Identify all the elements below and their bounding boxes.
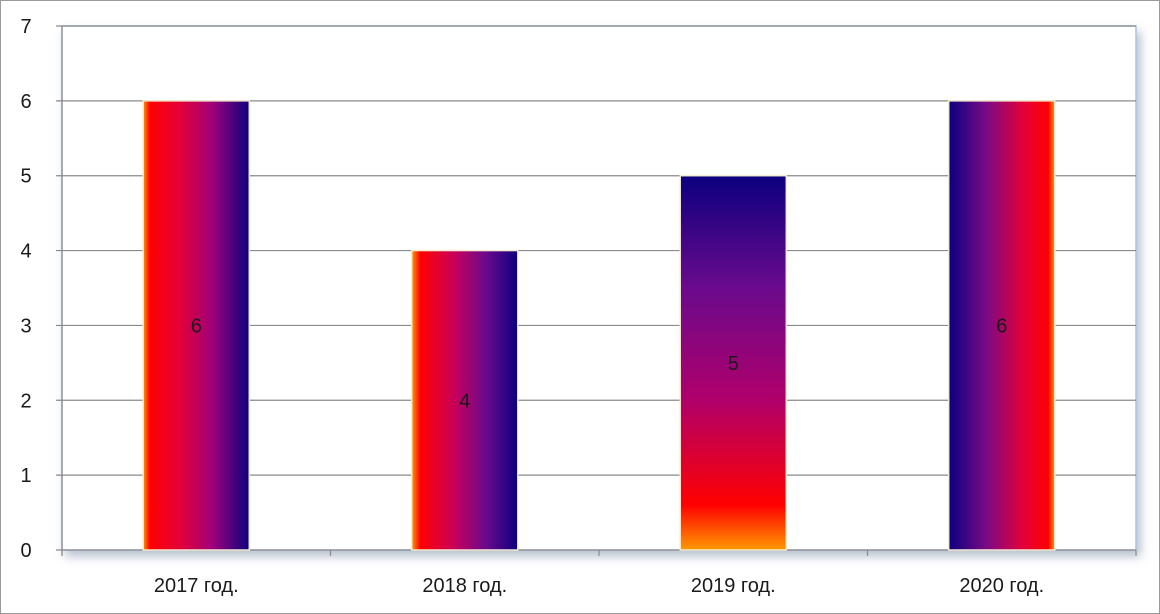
bars (142, 100, 1056, 551)
y-tick-labels: 0 1 2 3 4 5 6 7 (20, 16, 31, 562)
y-tick-label: 4 (20, 241, 31, 263)
y-tick-label: 1 (20, 465, 31, 487)
data-labels: 6 4 5 6 (191, 315, 1008, 412)
bar-2018 год. (410, 249, 519, 551)
x-category-label: 2019 год. (691, 575, 776, 597)
y-tick-label: 3 (20, 315, 31, 337)
bar-2020 год. (947, 100, 1056, 551)
data-label: 6 (996, 315, 1007, 337)
y-tick-label: 2 (20, 390, 31, 412)
y-tick-label: 6 (20, 91, 31, 113)
data-label: 4 (459, 390, 470, 412)
bar-2019 год. (679, 174, 788, 551)
data-label: 5 (728, 353, 739, 375)
y-tick-label: 7 (20, 16, 31, 38)
x-category-label: 2020 год. (959, 575, 1044, 597)
bar-2017 год. (142, 100, 251, 551)
data-label: 6 (191, 315, 202, 337)
x-category-labels: 2017 год. 2018 год. 2019 год. 2020 год. (154, 575, 1044, 597)
y-tick-label: 0 (20, 540, 31, 562)
x-category-label: 2017 год. (154, 575, 239, 597)
x-category-label: 2018 год. (422, 575, 507, 597)
y-tick-label: 5 (20, 166, 31, 188)
